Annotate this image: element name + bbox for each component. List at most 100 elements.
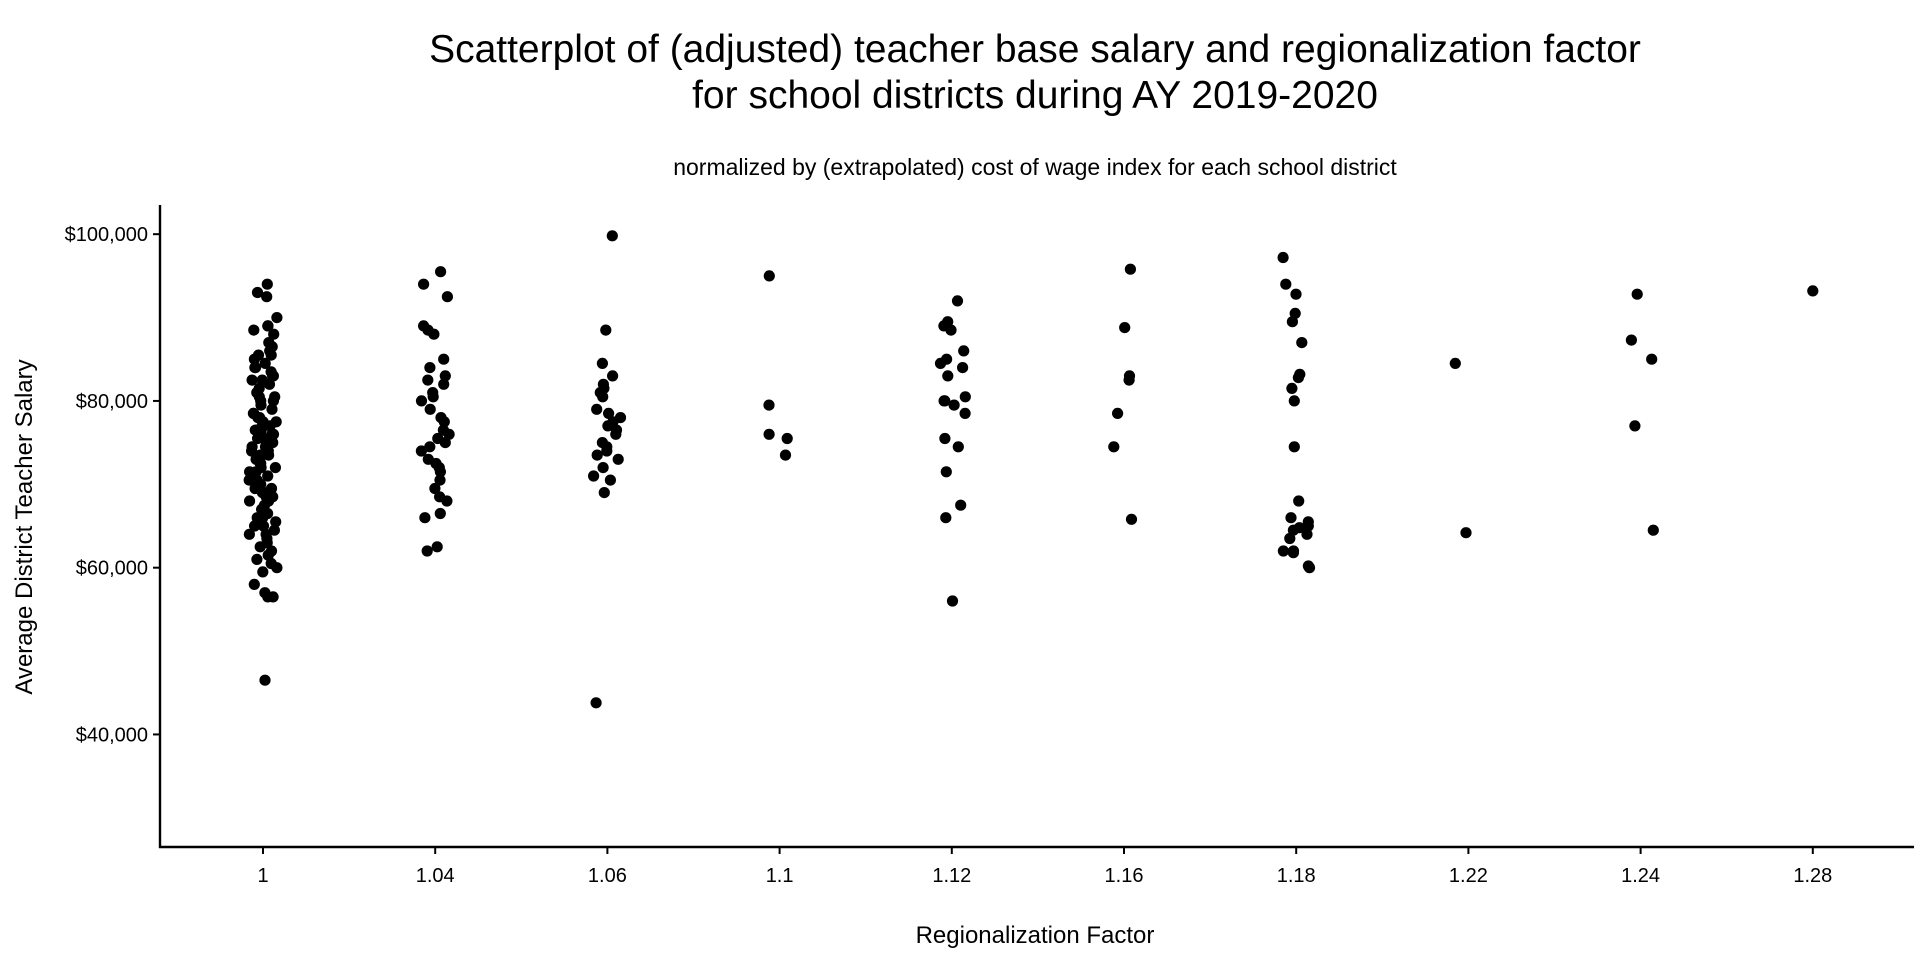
chart-title-line-1: Scatterplot of (adjusted) teacher base s… (429, 28, 1641, 71)
data-point (959, 391, 971, 403)
data-point (610, 428, 622, 440)
data-point (942, 370, 954, 382)
data-point (429, 482, 441, 495)
x-tick-label: 1.22 (1449, 865, 1488, 887)
data-point (251, 553, 263, 566)
chart-title-line-2: for school districts during AY 2019-2020 (692, 74, 1378, 117)
x-axis: 1 1.04 1.06 1.1 1.12 1.16 1.18 1.22 1.24 1.28 (257, 847, 1832, 887)
data-point (945, 324, 957, 336)
data-point (254, 541, 266, 553)
x-tick-label: 1.18 (1277, 865, 1316, 887)
data-point (1290, 288, 1302, 300)
data-point (591, 403, 603, 415)
data-point (1646, 353, 1658, 365)
x-tick-label: 1 (257, 865, 268, 887)
data-point (763, 399, 775, 411)
data-point (438, 353, 450, 365)
data-point (251, 286, 264, 299)
data-point (602, 420, 614, 432)
data-points (243, 230, 1819, 709)
data-point (604, 474, 617, 486)
data-point (607, 370, 619, 382)
y-tick-label: $60,000 (76, 558, 148, 580)
data-point (779, 449, 792, 461)
x-tick-label: 1.04 (416, 865, 455, 887)
data-point (438, 416, 450, 428)
data-point (1287, 547, 1299, 559)
data-point (246, 445, 258, 457)
data-point (263, 449, 275, 461)
data-point (246, 374, 258, 386)
data-point (262, 470, 274, 482)
data-point (262, 320, 274, 332)
data-point (1301, 528, 1313, 540)
data-point (248, 324, 260, 336)
data-point (257, 566, 269, 578)
data-point (1807, 285, 1819, 297)
data-point (781, 432, 793, 445)
data-point (267, 370, 279, 382)
data-point (590, 697, 602, 709)
data-point (1123, 374, 1135, 386)
data-point (1631, 288, 1643, 300)
data-point (261, 291, 273, 303)
data-point (265, 349, 277, 361)
y-tick-label: $80,000 (76, 391, 148, 413)
data-point (415, 395, 428, 407)
data-point (601, 445, 613, 457)
data-point (597, 462, 609, 474)
data-point (267, 395, 279, 407)
y-axis-title: Average District Teacher Salary (11, 359, 38, 694)
data-point (1119, 322, 1131, 334)
data-point (1303, 562, 1316, 574)
data-point (438, 378, 450, 390)
data-point (243, 528, 255, 540)
data-point (421, 545, 433, 557)
data-point (1288, 441, 1300, 453)
data-point (267, 591, 279, 603)
data-point (957, 362, 969, 374)
data-point (1125, 513, 1138, 525)
data-point (1286, 382, 1298, 394)
data-point (268, 524, 280, 536)
data-point (422, 374, 434, 386)
data-point (419, 512, 431, 524)
data-point (415, 445, 427, 457)
chart-subtitle: normalized by (extrapolated) cost of wag… (673, 154, 1397, 180)
data-point (1284, 532, 1296, 545)
data-point (427, 391, 439, 403)
data-point (428, 328, 440, 340)
data-point (1296, 337, 1308, 349)
data-point (596, 357, 609, 369)
data-point (261, 278, 273, 290)
data-point (1449, 357, 1461, 369)
data-point (259, 674, 271, 686)
data-point (939, 432, 951, 445)
data-point (934, 357, 947, 369)
data-point (1625, 334, 1637, 346)
data-point (1112, 407, 1124, 419)
data-point (441, 495, 453, 507)
data-point (606, 230, 618, 242)
data-point (955, 499, 967, 511)
data-point (939, 395, 951, 407)
data-point (951, 295, 964, 307)
data-point (248, 578, 260, 591)
data-point (1277, 545, 1289, 557)
data-point (952, 441, 964, 453)
y-tick-label: $100,000 (65, 224, 148, 246)
data-point (434, 474, 446, 486)
data-point (270, 516, 282, 528)
data-point (1286, 316, 1298, 328)
x-tick-label: 1.16 (1105, 865, 1144, 887)
data-point (269, 462, 281, 474)
data-point (946, 595, 959, 607)
y-tick-label: $40,000 (76, 724, 148, 746)
data-point (263, 378, 276, 390)
data-point (434, 466, 446, 478)
data-point (418, 278, 430, 290)
data-point (439, 370, 451, 382)
data-point (588, 470, 600, 482)
data-point (439, 437, 451, 449)
